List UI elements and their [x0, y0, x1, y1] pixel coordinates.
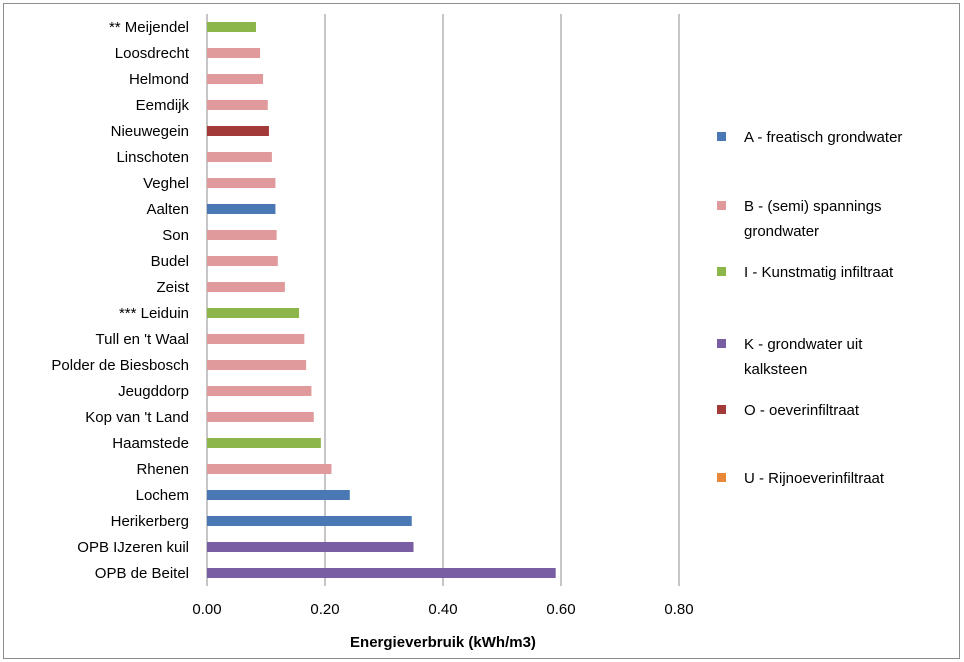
bar-8 [207, 230, 277, 240]
legend-label-O: O - oeverinfiltraat [744, 402, 860, 419]
bars [207, 22, 556, 578]
category-label-4: Nieuwegein [111, 123, 189, 140]
category-label-11: *** Leiduin [119, 305, 189, 322]
category-label-9: Budel [151, 253, 189, 270]
bar-12 [207, 334, 305, 344]
x-tick-labels: 0.00 0.20 0.40 0.60 0.80 [192, 601, 693, 618]
bar-10 [207, 282, 285, 292]
bar-chart: ** Meijendel Loosdrecht Helmond Eemdijk Nieu… [51, 14, 902, 651]
chart-frame: ** Meijendel Loosdrecht Helmond Eemdijk Nieu… [3, 3, 960, 659]
gridlines [206, 14, 680, 586]
legend-swatch-U [717, 473, 726, 482]
category-label-18: Lochem [136, 487, 189, 504]
legend-swatch-K [717, 339, 726, 348]
legend-label-K: K - grondwater uit kalksteen [744, 336, 863, 378]
bar-11 [207, 308, 300, 318]
legend-swatch-I [717, 267, 726, 276]
legend-swatch-A [717, 132, 726, 141]
legend-label-U: U - Rijnoeverinfiltraat [744, 470, 885, 487]
legend-swatch-B [717, 201, 726, 210]
bar-18 [207, 490, 350, 500]
category-label-13: Polder de Biesbosch [51, 357, 189, 374]
category-label-20: OPB IJzeren kuil [77, 539, 189, 556]
category-label-19: Herikerberg [111, 513, 189, 530]
category-label-5: Linschoten [116, 149, 189, 166]
legend-label-A: A - freatisch grondwater [744, 129, 902, 146]
legend-label-B: B - (semi) spannings grondwater [744, 198, 882, 240]
x-axis-title: Energieverbruik (kWh/m3) [350, 634, 536, 651]
category-label-12: Tull en 't Waal [96, 331, 189, 348]
bar-19 [207, 516, 412, 526]
bar-2 [207, 74, 264, 84]
category-label-15: Kop van 't Land [85, 409, 189, 426]
x-tick-label-2: 0.40 [428, 601, 457, 618]
bar-4 [207, 126, 269, 136]
bar-7 [207, 204, 276, 214]
category-label-8: Son [162, 227, 189, 244]
category-label-1: Loosdrecht [115, 45, 190, 62]
bar-13 [207, 360, 307, 370]
bar-6 [207, 178, 276, 188]
category-label-0: ** Meijendel [109, 19, 189, 36]
bar-9 [207, 256, 278, 266]
bar-0 [207, 22, 256, 32]
bar-20 [207, 542, 414, 552]
category-label-3: Eemdijk [136, 97, 190, 114]
x-tick-label-3: 0.60 [546, 601, 575, 618]
bar-15 [207, 412, 314, 422]
bar-14 [207, 386, 312, 396]
x-tick-label-4: 0.80 [664, 601, 693, 618]
x-tick-label-1: 0.20 [310, 601, 339, 618]
category-label-2: Helmond [129, 71, 189, 88]
bar-5 [207, 152, 272, 162]
x-tick-label-0: 0.00 [192, 601, 221, 618]
legend-label-I: I - Kunstmatig infiltraat [744, 264, 894, 281]
category-label-17: Rhenen [136, 461, 189, 478]
category-label-6: Veghel [143, 175, 189, 192]
legend-swatch-O [717, 405, 726, 414]
bar-3 [207, 100, 268, 110]
category-label-14: Jeugddorp [118, 383, 189, 400]
category-label-16: Haamstede [112, 435, 189, 452]
legend: A - freatisch grondwater B - (semi) spann… [717, 129, 902, 487]
bar-1 [207, 48, 261, 58]
bar-16 [207, 438, 321, 448]
category-label-7: Aalten [146, 201, 189, 218]
bar-21 [207, 568, 556, 578]
category-label-10: Zeist [156, 279, 189, 296]
category-labels: ** Meijendel Loosdrecht Helmond Eemdijk Nieu… [51, 19, 189, 582]
bar-17 [207, 464, 332, 474]
category-label-21: OPB de Beitel [95, 565, 189, 582]
